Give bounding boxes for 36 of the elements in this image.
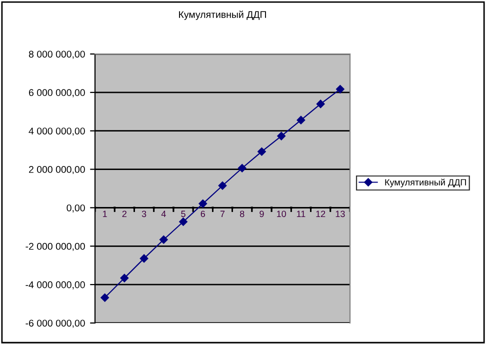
point [277, 132, 286, 140]
x-tick-label: 13 [336, 210, 345, 218]
y-tick-label: 0,00 [66, 204, 85, 212]
y-tick-label: 6 000 000,00 [29, 89, 85, 98]
x-tick-label: 7 [220, 210, 225, 217]
point [238, 164, 246, 172]
x-tick-label: 12 [316, 210, 326, 217]
x-tick-label: 3 [142, 210, 146, 218]
point [218, 181, 227, 190]
point [198, 200, 208, 208]
point [258, 147, 266, 156]
y-tick-label: -2 000 000,00 [26, 242, 85, 251]
x-tick-label: 8 [240, 210, 244, 218]
y-tick-label: -6 000 000,00 [26, 320, 85, 328]
y-tick-label: 8 000 000,00 [28, 50, 85, 59]
chart-title: Кумулятивный ДДП [179, 10, 266, 20]
point [336, 85, 344, 94]
point [316, 100, 325, 108]
x-tick-label: 10 [277, 210, 286, 218]
x-tick-label: 9 [260, 210, 264, 218]
point [100, 294, 109, 302]
y-tick-label: 2 000 000,00 [29, 166, 85, 174]
point [140, 254, 148, 263]
point [120, 274, 129, 282]
x-tick-label: 5 [181, 210, 186, 218]
point [179, 218, 188, 226]
legend-label: Кумулятивный ДДП [385, 178, 466, 188]
point [296, 116, 306, 124]
x-tick-label: 2 [122, 210, 126, 217]
y-tick-label: 4 000 000,00 [28, 128, 85, 136]
point [160, 235, 168, 244]
x-tick-label: 6 [200, 210, 205, 218]
x-tick-label: 11 [296, 210, 306, 217]
x-tick-label: 4 [161, 210, 166, 217]
x-tick-label: 1 [102, 210, 107, 217]
y-tick-label: -4 000 000,00 [26, 281, 85, 290]
